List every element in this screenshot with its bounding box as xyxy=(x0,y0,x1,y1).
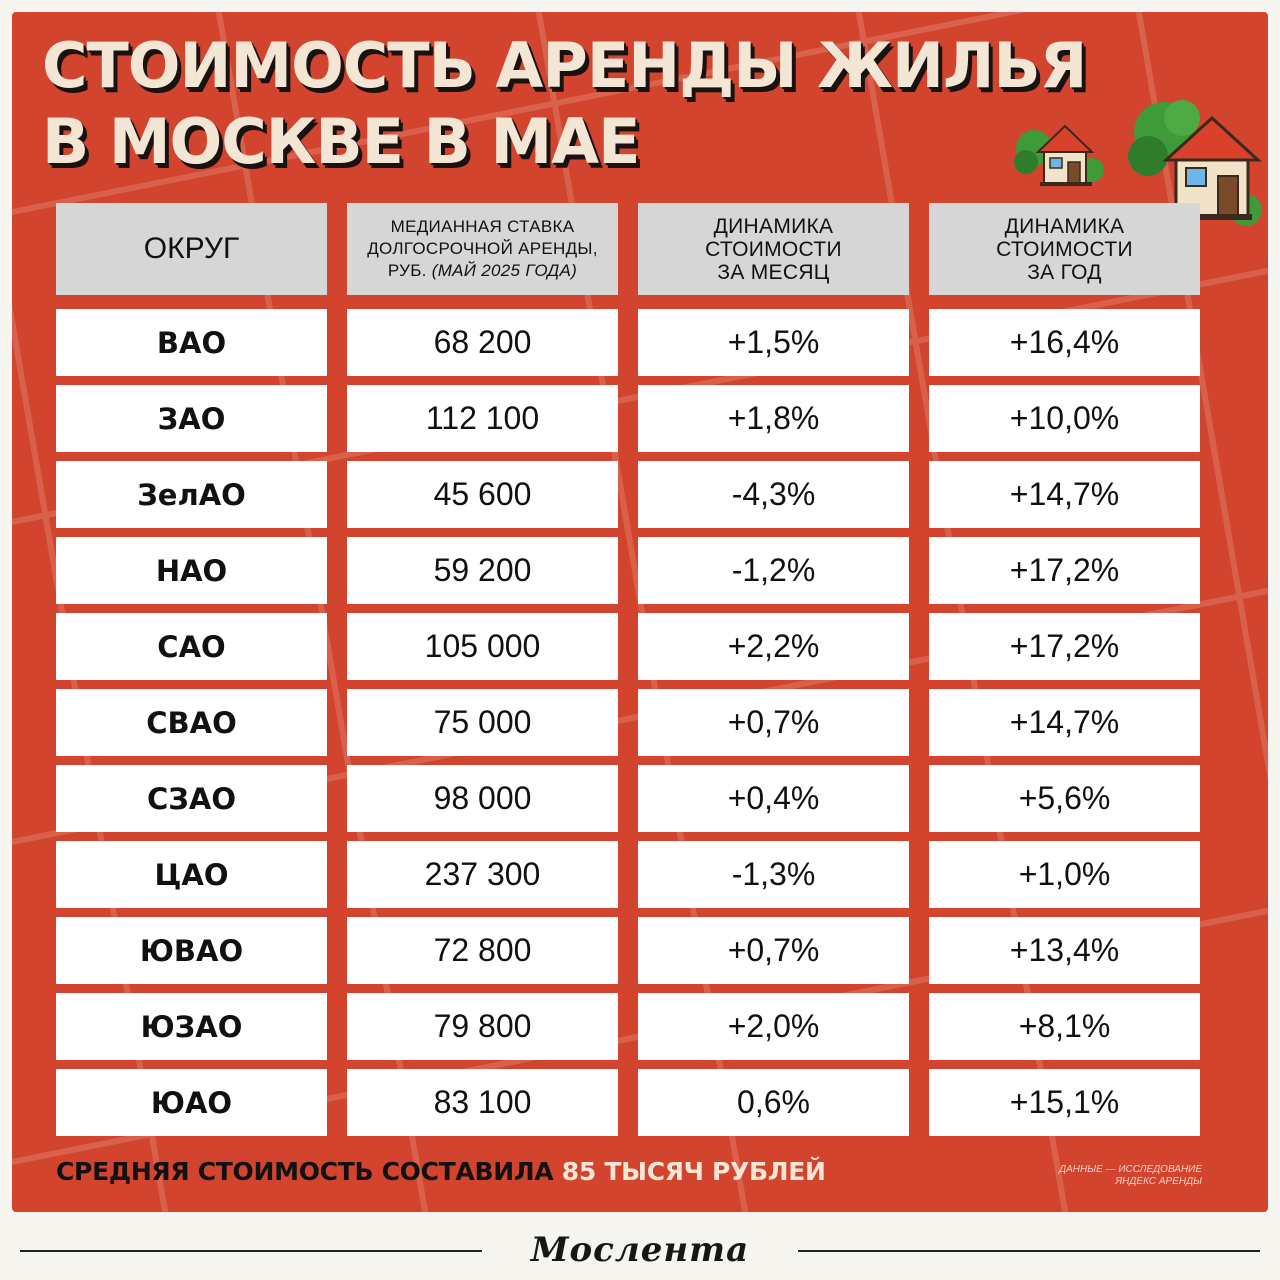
row-rate: 59 200 xyxy=(347,537,618,604)
summary-text: СРЕДНЯЯ СТОИМОСТЬ СОСТАВИЛА 85 ТЫСЯЧ РУБ… xyxy=(56,1157,826,1186)
row-month-change: +2,0% xyxy=(638,993,909,1060)
header-year-line-3: ЗА ГОД xyxy=(1027,260,1102,284)
source-note: Данные — исследование Яндекс Аренды xyxy=(1002,1164,1202,1188)
row-year-change: +8,1% xyxy=(929,993,1200,1060)
row-district: СЗАО xyxy=(56,765,327,832)
header-year-line-2: СТОИМОСТИ xyxy=(996,237,1133,261)
row-rate: 45 600 xyxy=(347,461,618,528)
row-rate: 75 000 xyxy=(347,689,618,756)
header-district: ОКРУГ xyxy=(56,203,327,295)
header-rate-period: (май 2025 года) xyxy=(431,261,578,280)
header-rate-line-1: медианная ставка xyxy=(390,217,575,236)
header-month-line-3: ЗА МЕСЯЦ xyxy=(717,260,830,284)
row-district: ВАО xyxy=(56,309,327,376)
source-line-1: Данные — исследование xyxy=(1059,1164,1202,1175)
row-month-change: +0,7% xyxy=(638,689,909,756)
row-rate: 79 800 xyxy=(347,993,618,1060)
header-year-line-1: ДИНАМИКА xyxy=(1004,214,1125,238)
row-rate: 83 100 xyxy=(347,1069,618,1136)
page-title: СТОИМОСТЬ АРЕНДЫ ЖИЛЬЯ В МОСКВЕ В МАЕ xyxy=(42,28,1087,180)
title-line-2: В МОСКВЕ В МАЕ xyxy=(42,105,641,178)
row-month-change: +0,7% xyxy=(638,917,909,984)
row-district: ЦАО xyxy=(56,841,327,908)
row-district: ЮЗАО xyxy=(56,993,327,1060)
row-district: НАО xyxy=(56,537,327,604)
header-year: ДИНАМИКА СТОИМОСТИ ЗА ГОД xyxy=(929,203,1200,295)
row-district: САО xyxy=(56,613,327,680)
source-line-2: Яндекс Аренды xyxy=(1115,1176,1202,1187)
header-rate-line-3: руб. (май 2025 года) xyxy=(388,260,577,282)
row-month-change: -4,3% xyxy=(638,461,909,528)
row-year-change: +10,0% xyxy=(929,385,1200,452)
row-rate: 237 300 xyxy=(347,841,618,908)
brand-logo: Мослента xyxy=(530,1230,750,1270)
row-month-change: -1,2% xyxy=(638,537,909,604)
row-district: СВАО xyxy=(56,689,327,756)
row-district: ЮАО xyxy=(56,1069,327,1136)
row-rate: 105 000 xyxy=(347,613,618,680)
row-month-change: +1,5% xyxy=(638,309,909,376)
row-month-change: -1,3% xyxy=(638,841,909,908)
house-with-tree-icon xyxy=(1014,124,1104,186)
row-year-change: +16,4% xyxy=(929,309,1200,376)
row-district: ЗелАО xyxy=(56,461,327,528)
row-year-change: +14,7% xyxy=(929,461,1200,528)
row-rate: 98 000 xyxy=(347,765,618,832)
header-rate: медианная ставка долгосрочной аренды, ру… xyxy=(347,203,618,295)
row-rate: 68 200 xyxy=(347,309,618,376)
row-rate: 112 100 xyxy=(347,385,618,452)
row-year-change: +5,6% xyxy=(929,765,1200,832)
row-month-change: +2,2% xyxy=(638,613,909,680)
header-district-label: ОКРУГ xyxy=(143,232,240,265)
row-month-change: +0,4% xyxy=(638,765,909,832)
divider-left xyxy=(20,1250,482,1252)
summary-prefix: СРЕДНЯЯ СТОИМОСТЬ СОСТАВИЛА xyxy=(56,1157,554,1186)
divider-right xyxy=(798,1250,1260,1252)
row-year-change: +1,0% xyxy=(929,841,1200,908)
summary-highlight: 85 ТЫСЯЧ РУБЛЕЙ xyxy=(561,1157,826,1186)
row-district: ЗАО xyxy=(56,385,327,452)
row-year-change: +15,1% xyxy=(929,1069,1200,1136)
title-line-1: СТОИМОСТЬ АРЕНДЫ ЖИЛЬЯ xyxy=(42,29,1087,102)
header-rate-unit: руб. xyxy=(387,261,427,280)
row-month-change: 0,6% xyxy=(638,1069,909,1136)
row-rate: 72 800 xyxy=(347,917,618,984)
header-month: ДИНАМИКА СТОИМОСТИ ЗА МЕСЯЦ xyxy=(638,203,909,295)
row-year-change: +17,2% xyxy=(929,613,1200,680)
header-month-line-2: СТОИМОСТИ xyxy=(705,237,842,261)
header-month-line-1: ДИНАМИКА xyxy=(713,214,834,238)
row-district: ЮВАО xyxy=(56,917,327,984)
row-year-change: +17,2% xyxy=(929,537,1200,604)
row-month-change: +1,8% xyxy=(638,385,909,452)
row-year-change: +13,4% xyxy=(929,917,1200,984)
header-rate-line-2: долгосрочной аренды, xyxy=(367,239,598,258)
house-with-tree-large-icon xyxy=(1128,100,1262,226)
row-year-change: +14,7% xyxy=(929,689,1200,756)
